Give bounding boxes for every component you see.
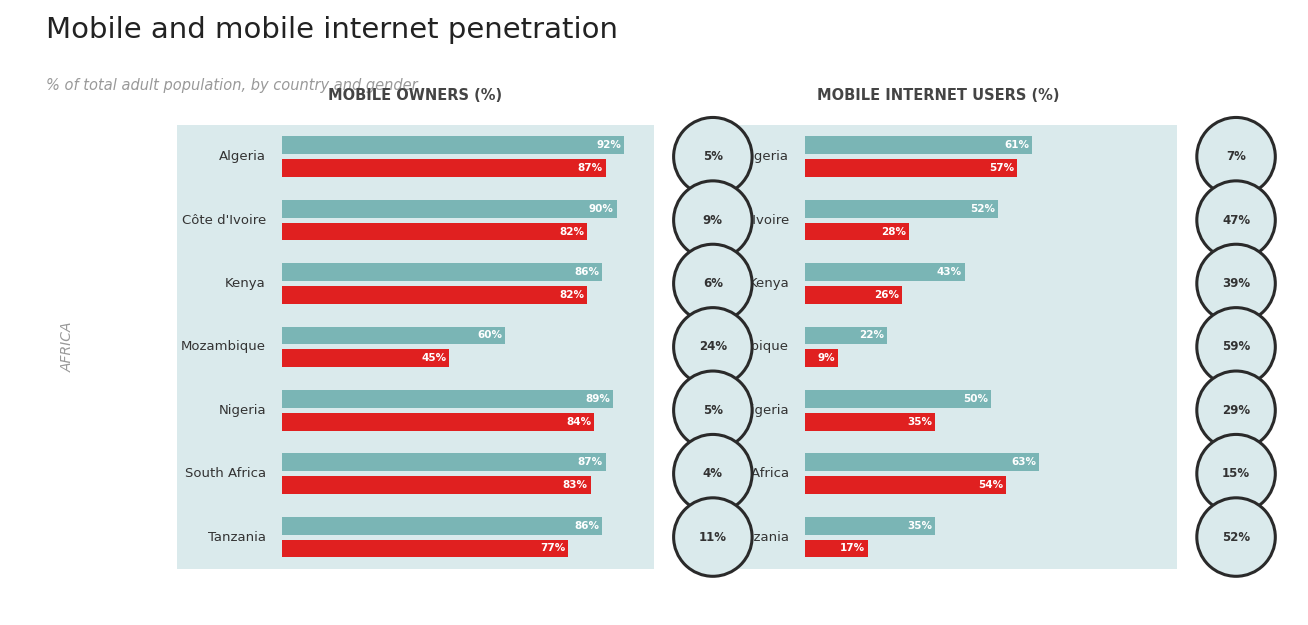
Bar — [281, 349, 449, 367]
Bar — [804, 222, 909, 241]
Text: 17%: 17% — [840, 544, 865, 554]
Text: Nigeria: Nigeria — [218, 404, 266, 417]
Text: 39%: 39% — [1222, 277, 1250, 290]
Text: 92%: 92% — [596, 140, 621, 150]
Text: 52%: 52% — [1222, 531, 1250, 544]
Text: 24%: 24% — [698, 341, 727, 353]
Bar — [804, 517, 935, 534]
Bar — [804, 412, 935, 431]
Text: 83%: 83% — [562, 480, 587, 490]
Text: 26%: 26% — [874, 290, 899, 300]
Text: Côte d'Ivoire: Côte d'Ivoire — [705, 214, 789, 227]
Text: Algeria: Algeria — [742, 150, 789, 163]
Text: 90%: 90% — [589, 204, 613, 214]
Bar — [804, 200, 998, 217]
Bar — [281, 286, 587, 304]
Text: 47%: 47% — [1222, 214, 1250, 227]
Bar — [804, 136, 1032, 154]
Text: 29%: 29% — [1222, 404, 1250, 417]
Text: 86%: 86% — [574, 267, 599, 277]
Text: 7%: 7% — [1226, 150, 1247, 163]
Text: 43%: 43% — [937, 267, 961, 277]
Bar — [804, 159, 1018, 177]
Text: 57%: 57% — [989, 163, 1014, 173]
Text: 89%: 89% — [585, 394, 610, 404]
Text: 82%: 82% — [559, 226, 583, 236]
Text: 5%: 5% — [702, 404, 723, 417]
Text: Kenya: Kenya — [748, 277, 789, 290]
Bar — [281, 539, 569, 558]
Text: 84%: 84% — [566, 417, 591, 427]
Text: 9%: 9% — [818, 353, 836, 363]
Bar — [804, 349, 838, 367]
Bar — [804, 286, 901, 304]
Bar — [804, 327, 887, 344]
Text: AFRICA: AFRICA — [61, 322, 75, 372]
Text: 45%: 45% — [421, 353, 446, 363]
Text: 59%: 59% — [1222, 341, 1250, 353]
Text: Mozambique: Mozambique — [704, 341, 789, 353]
Text: 5%: 5% — [702, 150, 723, 163]
Text: Kenya: Kenya — [225, 277, 266, 290]
Text: Mobile and mobile internet penetration: Mobile and mobile internet penetration — [46, 16, 617, 44]
Text: 35%: 35% — [908, 417, 933, 427]
Bar — [804, 539, 869, 558]
Bar — [804, 390, 991, 408]
Text: 6%: 6% — [702, 277, 723, 290]
Text: South Africa: South Africa — [708, 467, 789, 480]
Text: 61%: 61% — [1005, 140, 1029, 150]
Text: Tanzania: Tanzania — [731, 531, 789, 544]
Text: 22%: 22% — [859, 331, 884, 341]
Text: Mozambique: Mozambique — [181, 341, 266, 353]
Text: 35%: 35% — [908, 521, 933, 531]
Bar — [281, 263, 602, 281]
Text: 4%: 4% — [702, 467, 723, 480]
Text: 63%: 63% — [1011, 458, 1036, 468]
Text: 9%: 9% — [702, 214, 723, 227]
Bar — [804, 263, 965, 281]
Bar — [281, 327, 505, 344]
Bar — [281, 136, 624, 154]
Text: % of total adult population, by country and gender: % of total adult population, by country … — [46, 78, 417, 93]
Text: 11%: 11% — [698, 531, 727, 544]
Bar — [281, 453, 606, 471]
Text: 52%: 52% — [971, 204, 995, 214]
Text: Côte d'Ivoire: Côte d'Ivoire — [182, 214, 266, 227]
Text: 28%: 28% — [882, 226, 906, 236]
Text: MOBILE INTERNET USERS (%): MOBILE INTERNET USERS (%) — [818, 88, 1059, 103]
Text: 15%: 15% — [1222, 467, 1250, 480]
Text: 87%: 87% — [578, 458, 603, 468]
Text: 77%: 77% — [540, 544, 565, 554]
Bar — [281, 390, 613, 408]
Text: Tanzania: Tanzania — [208, 531, 266, 544]
Bar — [281, 412, 594, 431]
Bar — [281, 517, 602, 534]
Bar — [281, 222, 587, 241]
Text: 60%: 60% — [477, 331, 502, 341]
Text: 87%: 87% — [578, 163, 603, 173]
Text: Algeria: Algeria — [218, 150, 266, 163]
Bar — [281, 476, 591, 494]
Text: 50%: 50% — [963, 394, 988, 404]
Text: Nigeria: Nigeria — [742, 404, 789, 417]
Bar — [804, 453, 1040, 471]
Text: South Africa: South Africa — [184, 467, 266, 480]
Text: 86%: 86% — [574, 521, 599, 531]
Bar — [281, 200, 617, 217]
Text: MOBILE OWNERS (%): MOBILE OWNERS (%) — [328, 88, 502, 103]
Bar — [804, 476, 1006, 494]
Text: 54%: 54% — [978, 480, 1003, 490]
Text: 82%: 82% — [559, 290, 583, 300]
Bar — [281, 159, 606, 177]
